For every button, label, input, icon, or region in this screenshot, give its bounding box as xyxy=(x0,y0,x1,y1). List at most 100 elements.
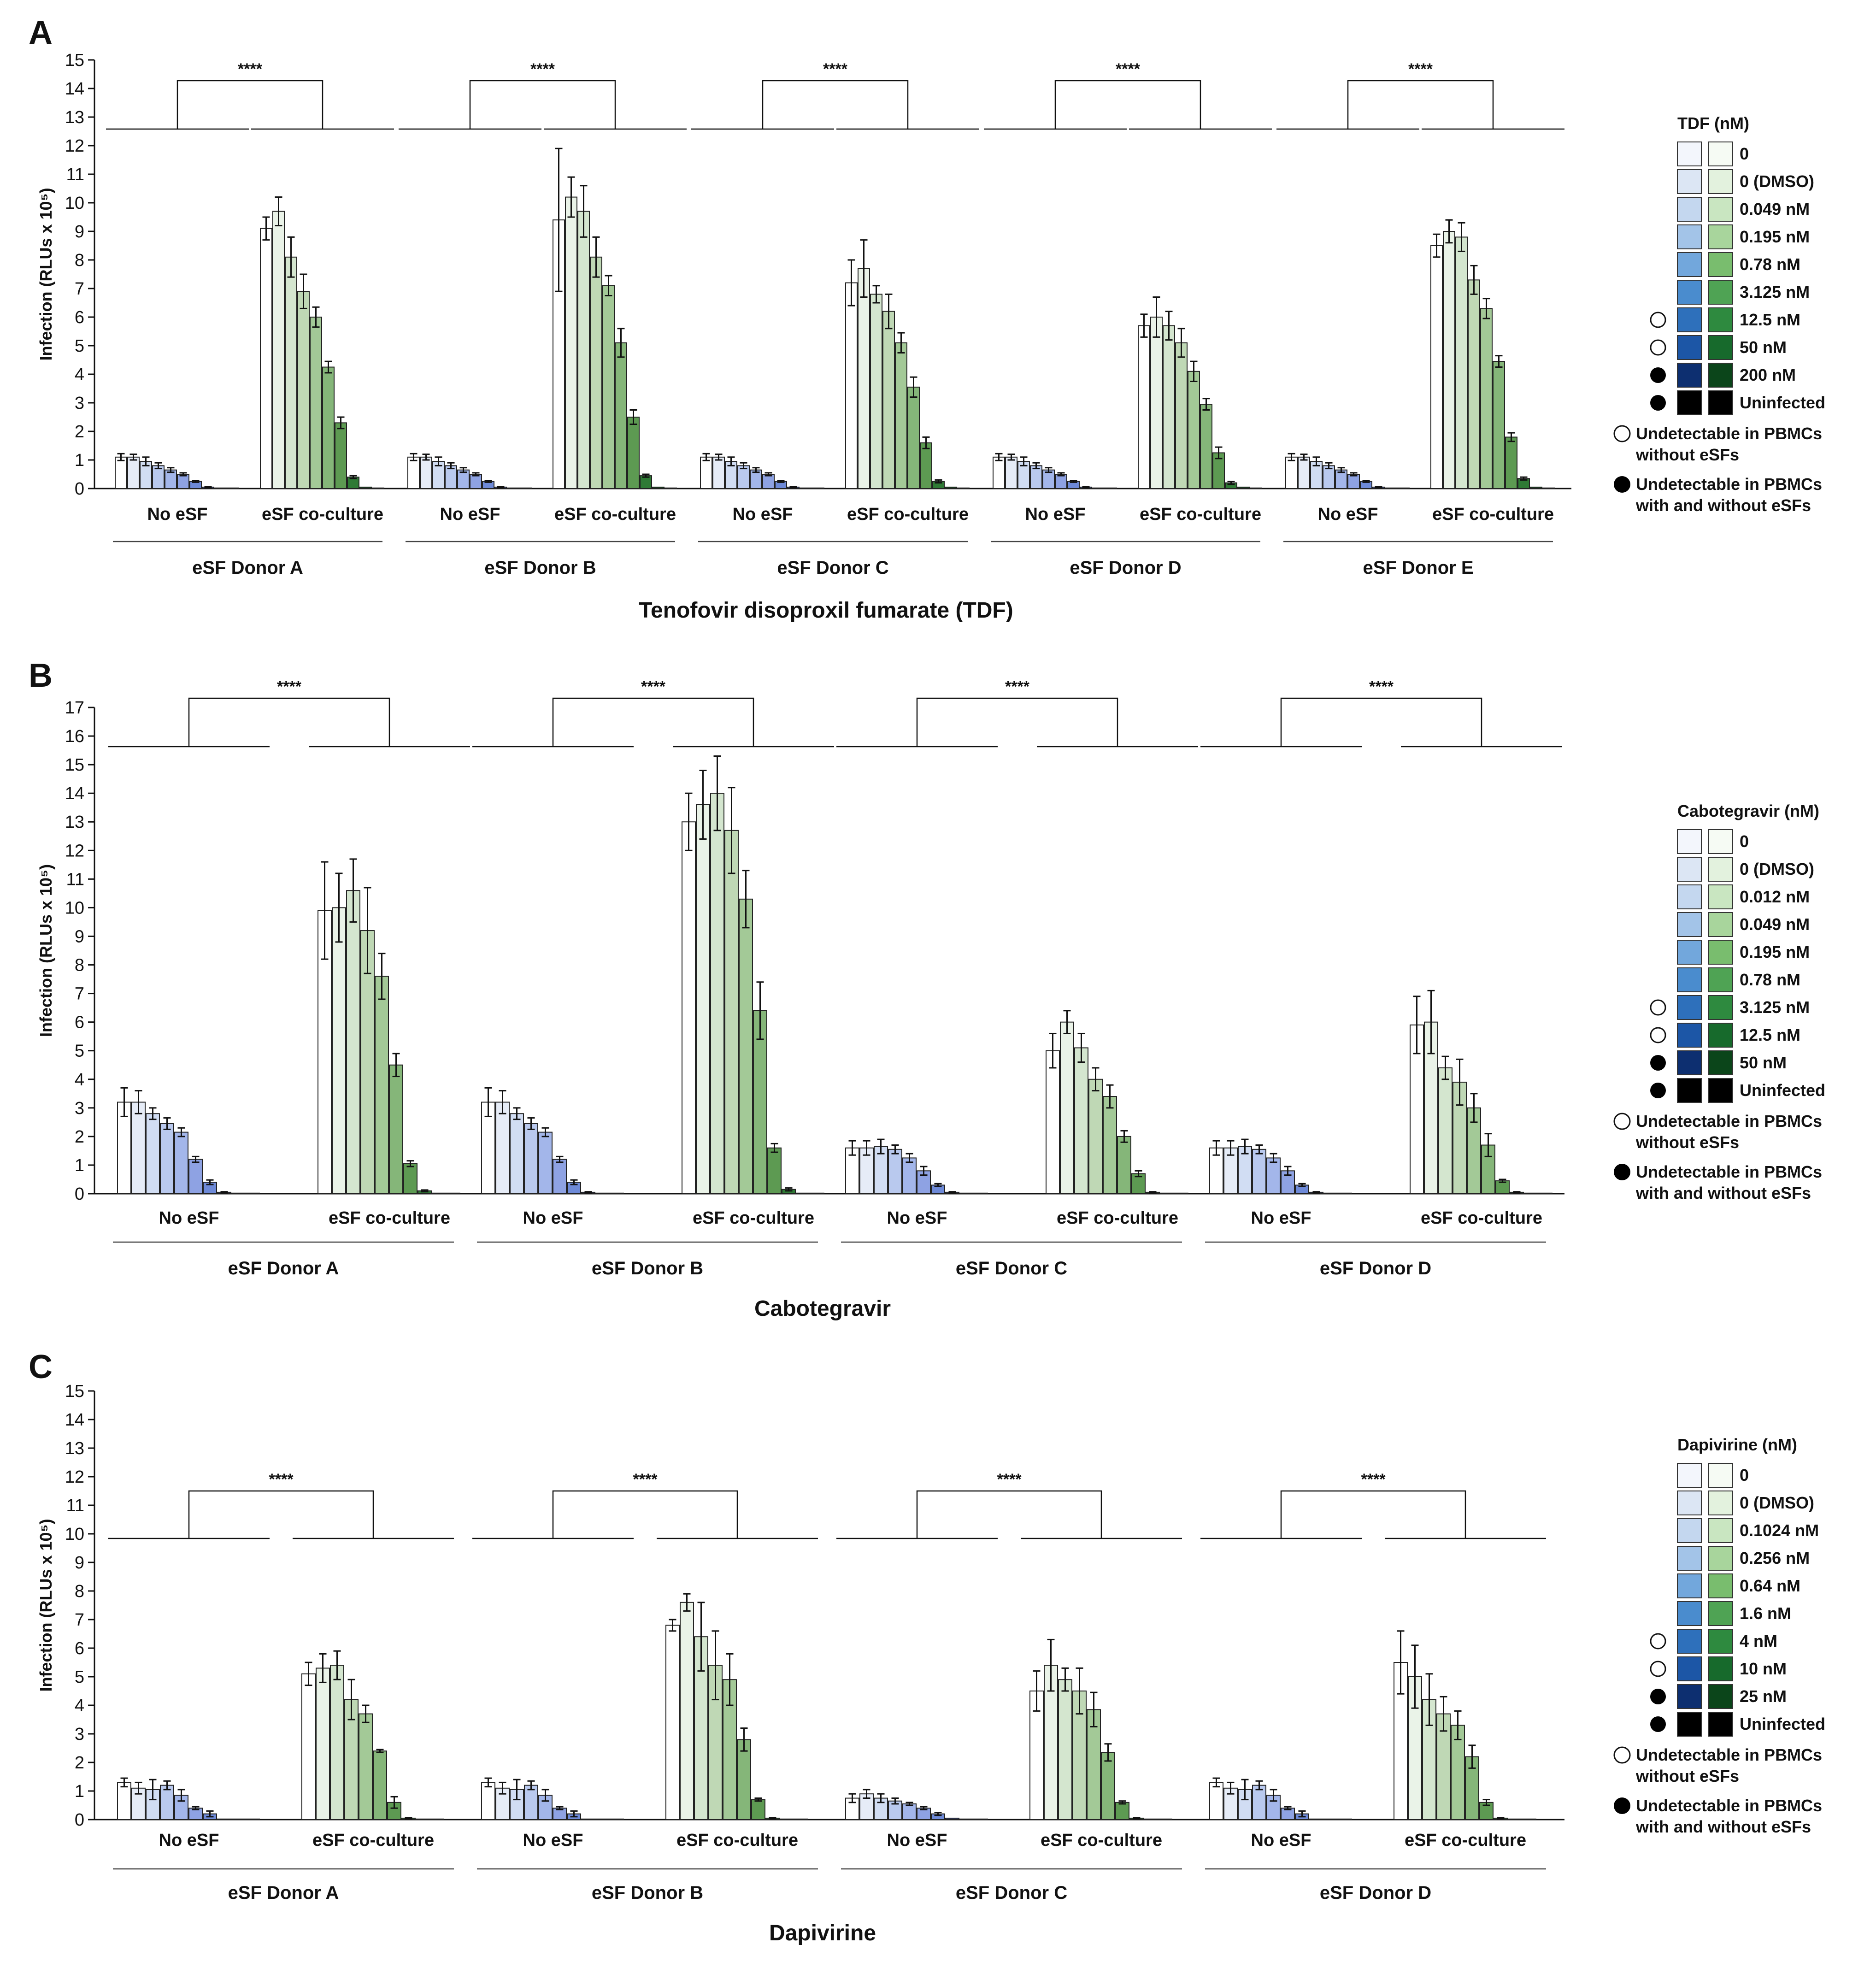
esf-coculture-bar xyxy=(359,1713,373,1821)
legend-label: 0.256 nM xyxy=(1740,1549,1810,1567)
no-esf-bar xyxy=(160,1123,174,1194)
no-esf-bar xyxy=(712,456,725,489)
significance-bracket xyxy=(552,1490,738,1538)
legend-note-open-marker xyxy=(1613,425,1631,442)
legend-note-filled-marker xyxy=(1614,476,1630,493)
y-tick-label: 1 xyxy=(75,1782,84,1801)
esf-coculture-bar xyxy=(1250,487,1262,489)
no-esf-bar xyxy=(1335,469,1347,489)
esf-coculture-bar xyxy=(665,487,677,489)
esf-coculture-bar xyxy=(1438,1067,1453,1194)
group-label-esf: eSF co-culture xyxy=(329,1208,450,1228)
legend-swatch-blue xyxy=(1677,363,1702,388)
group-label-no-esf: No eSF xyxy=(1318,505,1378,524)
esf-coculture-bar xyxy=(446,1192,460,1194)
significance-stars: **** xyxy=(1005,678,1030,695)
group-label-esf: eSF co-culture xyxy=(312,1831,434,1850)
legend-swatch-blue xyxy=(1677,390,1702,415)
y-tick-label: 4 xyxy=(75,1070,84,1090)
esf-coculture-bar xyxy=(1505,436,1517,489)
no-esf-bar xyxy=(1238,1146,1252,1195)
group-label-no-esf: No eSF xyxy=(887,1831,947,1850)
y-tick-label: 6 xyxy=(75,1013,84,1032)
legend-filled-marker xyxy=(1650,1689,1666,1704)
legend-swatch-blue xyxy=(1677,141,1702,166)
esf-coculture-bar xyxy=(359,486,372,489)
no-esf-bar xyxy=(227,487,239,489)
legend-swatch-blue xyxy=(1677,335,1702,360)
no-esf-bar xyxy=(510,1113,524,1195)
esf-coculture-bar xyxy=(1072,1691,1087,1820)
y-tick-label: 3 xyxy=(75,394,84,413)
no-esf-bar xyxy=(217,1818,231,1821)
no-esf-bar xyxy=(610,1192,624,1194)
group-label-no-esf: No eSF xyxy=(523,1208,583,1228)
donor-label: eSF Donor B xyxy=(484,558,596,578)
esf-coculture-bar xyxy=(1060,1021,1074,1194)
y-tick-label: 6 xyxy=(75,1639,84,1658)
y-tick-label: 10 xyxy=(65,194,84,213)
esf-coculture-bar xyxy=(322,366,335,489)
y-tick-label: 2 xyxy=(75,422,84,442)
legend-label: 3.125 nM xyxy=(1740,998,1810,1017)
legend-swatch-green xyxy=(1708,197,1733,222)
no-esf-bar xyxy=(160,1785,174,1821)
esf-coculture-bar xyxy=(335,422,347,489)
y-tick-label: 15 xyxy=(65,1382,84,1401)
y-tick-label: 12 xyxy=(65,1467,84,1487)
panel-letter: C xyxy=(29,1349,53,1385)
legend-swatch-blue xyxy=(1677,857,1702,882)
no-esf-bar xyxy=(1209,1782,1223,1820)
legend-swatch-blue xyxy=(1677,1518,1702,1543)
legend-label: 0.1024 nM xyxy=(1740,1521,1819,1540)
legend-swatch-green xyxy=(1708,1546,1733,1571)
donor-label: eSF Donor A xyxy=(192,558,303,578)
y-tick-label: 7 xyxy=(75,984,84,1004)
y-tick-label: 15 xyxy=(65,51,84,70)
y-tick-label: 6 xyxy=(75,308,84,327)
y-tick-label: 8 xyxy=(75,251,84,270)
esf-coculture-bar xyxy=(640,475,652,489)
no-esf-bar xyxy=(524,1785,538,1821)
y-tick-label: 5 xyxy=(75,1667,84,1687)
no-esf-bar xyxy=(457,469,470,489)
y-tick-label: 0 xyxy=(75,1810,84,1830)
esf-coculture-bar xyxy=(272,211,285,489)
esf-coculture-bar xyxy=(1087,1709,1101,1821)
no-esf-bar xyxy=(800,487,812,489)
y-tick-label: 7 xyxy=(75,1610,84,1630)
esf-coculture-bar xyxy=(577,211,590,489)
y-tick-label: 10 xyxy=(65,898,84,918)
legend-filled-marker xyxy=(1650,367,1666,383)
legend-label: 50 nM xyxy=(1740,338,1787,357)
no-esf-bar xyxy=(246,1192,260,1194)
legend-note-open-line1: Undetectable in PBMCs xyxy=(1636,424,1822,443)
legend-note-open-line2: without eSFs xyxy=(1635,1133,1739,1152)
esf-coculture-bar xyxy=(682,821,696,1195)
y-tick-label: 8 xyxy=(75,1582,84,1601)
legend-swatch-green xyxy=(1708,1629,1733,1654)
legend-swatch-blue xyxy=(1677,940,1702,965)
no-esf-bar xyxy=(1105,487,1117,489)
esf-coculture-bar xyxy=(1074,1047,1088,1194)
legend-note-filled-marker xyxy=(1614,1164,1630,1180)
group-label-no-esf: No eSF xyxy=(1251,1831,1311,1850)
esf-coculture-bar xyxy=(845,282,858,489)
esf-coculture-bar xyxy=(372,487,384,489)
legend-label: 10 nM xyxy=(1740,1659,1787,1678)
legend-label: 1.6 nM xyxy=(1740,1604,1791,1623)
y-tick-label: 5 xyxy=(75,1042,84,1061)
esf-coculture-bar xyxy=(310,317,322,489)
y-tick-label: 2 xyxy=(75,1753,84,1773)
no-esf-bar xyxy=(762,474,775,489)
legend-label: 0.78 nM xyxy=(1740,970,1800,989)
esf-coculture-bar xyxy=(1138,325,1150,489)
legend-open-marker xyxy=(1650,339,1666,356)
significance-stars: **** xyxy=(238,60,263,78)
legend-label: 0.195 nM xyxy=(1740,227,1810,246)
esf-coculture-bar xyxy=(301,1673,316,1821)
